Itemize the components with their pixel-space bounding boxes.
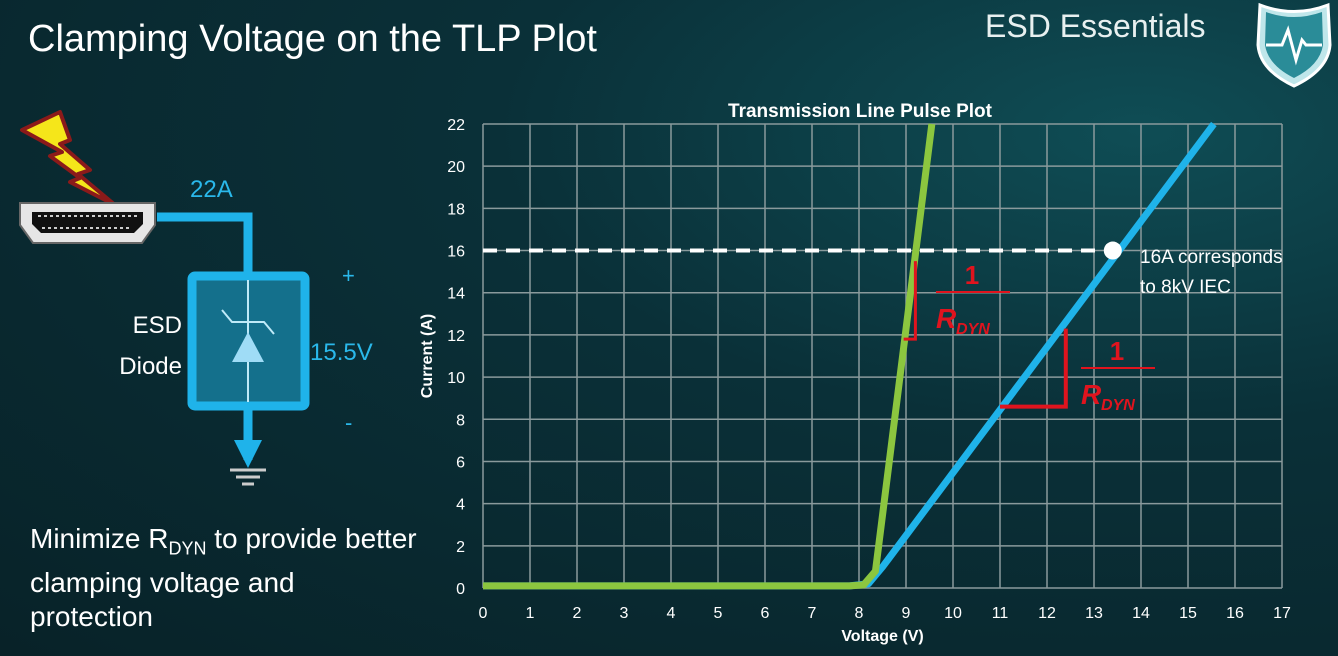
minus-sign: -	[345, 410, 352, 435]
bullet-pre: Minimize R	[30, 523, 169, 554]
series-line-0	[483, 123, 936, 590]
x-tick-label: 15	[1179, 605, 1197, 622]
shield-logo-icon	[1256, 2, 1332, 88]
x-tick-label: 4	[667, 605, 676, 622]
current-label: 22A	[190, 176, 233, 203]
slope-denominator: R	[936, 303, 957, 334]
x-tick-label: 5	[714, 605, 723, 622]
esd-circuit-diagram: 22A ESD Diode 15.5V + -	[19, 110, 373, 486]
y-tick-label: 14	[447, 286, 465, 303]
y-axis-label: Current (A)	[419, 314, 436, 398]
bullet-post: to provide better clamping voltage and p…	[30, 523, 417, 632]
x-tick-label: 7	[808, 605, 817, 622]
marker-point	[1103, 241, 1122, 260]
y-tick-label: 2	[456, 539, 465, 556]
slope-denominator-sub: DYN	[956, 321, 990, 338]
slope-triangle	[903, 261, 917, 341]
device-label-2: Diode	[119, 353, 182, 380]
x-tick-label: 10	[944, 605, 962, 622]
x-tick-label: 2	[573, 605, 582, 622]
y-tick-label: 16	[447, 244, 465, 261]
slope-numerator: 1	[1110, 336, 1124, 366]
plus-sign: +	[342, 263, 355, 288]
x-tick-label: 16	[1226, 605, 1244, 622]
x-tick-label: 0	[479, 605, 488, 622]
annotation-line-1: 16A corresponds	[1140, 247, 1283, 268]
y-tick-label: 18	[447, 201, 465, 218]
y-tick-label: 10	[447, 370, 465, 387]
bullet-text: Minimize RDYN to provide better clamping…	[30, 522, 420, 634]
x-tick-label: 17	[1273, 605, 1291, 622]
tvs-diode-icon	[221, 280, 275, 402]
voltage-label: 15.5V	[310, 339, 373, 366]
lightning-icon	[20, 110, 117, 207]
slope-denominator-sub: DYN	[1101, 397, 1135, 414]
hdmi-port-icon	[19, 202, 156, 244]
x-tick-label: 6	[761, 605, 770, 622]
y-tick-label: 0	[456, 581, 465, 598]
slope-denominator: R	[1081, 379, 1102, 410]
series-line-1	[483, 121, 1217, 590]
y-tick-label: 12	[447, 328, 465, 345]
y-tick-label: 8	[456, 412, 465, 429]
bullet-sub: DYN	[168, 538, 207, 559]
x-tick-label: 8	[855, 605, 864, 622]
slope-triangle	[1000, 328, 1068, 409]
x-tick-label: 9	[902, 605, 911, 622]
slide-title: Clamping Voltage on the TLP Plot	[28, 18, 597, 60]
annotation-line-2: to 8kV IEC	[1140, 277, 1231, 298]
x-tick-label: 12	[1038, 605, 1056, 622]
x-axis-label: Voltage (V)	[841, 628, 923, 645]
y-tick-label: 4	[456, 497, 465, 514]
ground-icon	[230, 468, 266, 486]
brand-title: ESD Essentials	[985, 8, 1206, 44]
x-tick-label: 11	[992, 605, 1009, 622]
x-tick-label: 13	[1085, 605, 1103, 622]
x-tick-label: 14	[1132, 605, 1150, 622]
slope-numerator: 1	[965, 260, 979, 290]
y-tick-label: 22	[447, 117, 465, 134]
y-tick-label: 20	[447, 159, 465, 176]
y-tick-label: 6	[456, 454, 465, 471]
x-tick-label: 3	[620, 605, 629, 622]
chart-title: Transmission Line Pulse Plot	[728, 101, 993, 122]
device-label-1: ESD	[133, 312, 182, 339]
x-tick-label: 1	[526, 605, 535, 622]
